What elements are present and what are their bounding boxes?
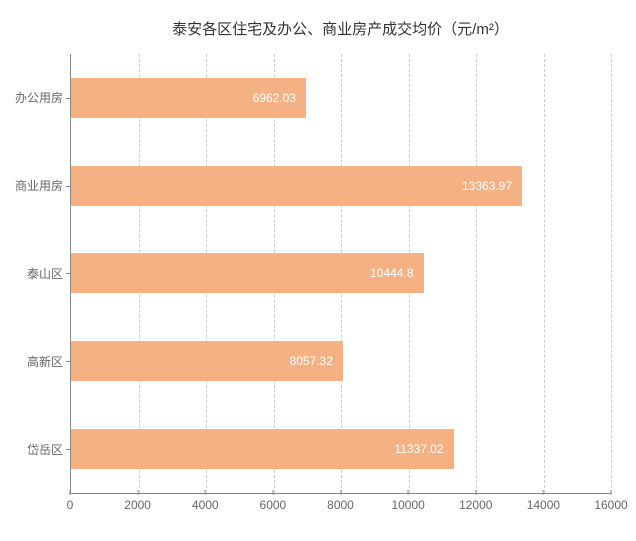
bar-row: 办公用房6962.03 — [71, 54, 611, 142]
bar: 13363.97 — [71, 166, 522, 206]
y-axis-label: 高新区 — [1, 353, 63, 370]
x-axis-label: 14000 — [527, 498, 560, 512]
bar-value-label: 8057.32 — [290, 354, 343, 368]
x-tick-mark — [611, 490, 612, 495]
bar-value-label: 10444.8 — [370, 266, 423, 280]
x-axis-label: 4000 — [192, 498, 219, 512]
x-axis-label: 10000 — [391, 498, 424, 512]
y-axis-label: 泰山区 — [1, 265, 63, 282]
y-axis-label: 办公用房 — [1, 89, 63, 106]
bar-value-label: 6962.03 — [253, 91, 306, 105]
bar-value-label: 11337.02 — [394, 442, 453, 456]
bar: 11337.02 — [71, 429, 454, 469]
x-axis-label: 12000 — [459, 498, 492, 512]
x-axis-label: 2000 — [124, 498, 151, 512]
y-axis-label: 岱岳区 — [1, 441, 63, 458]
chart-title: 泰安各区住宅及办公、商业房产成交均价（元/m²） — [70, 10, 611, 54]
x-axis-label: 8000 — [327, 498, 354, 512]
gridline — [611, 54, 612, 493]
x-tick-mark — [137, 490, 138, 495]
bar-row: 高新区8057.32 — [71, 317, 611, 405]
bar-row: 商业用房13363.97 — [71, 142, 611, 230]
plot-area: 办公用房6962.03商业用房13363.97泰山区10444.8高新区8057… — [70, 54, 611, 494]
chart-container: 泰安各区住宅及办公、商业房产成交均价（元/m²） 办公用房6962.03商业用房… — [0, 0, 636, 541]
y-axis-label: 商业用房 — [1, 177, 63, 194]
bar-row: 泰山区10444.8 — [71, 230, 611, 318]
x-axis-label: 16000 — [594, 498, 627, 512]
x-tick-mark — [340, 490, 341, 495]
bar-value-label: 13363.97 — [462, 179, 522, 193]
bar: 8057.32 — [71, 341, 343, 381]
x-tick-mark — [70, 490, 71, 495]
x-tick-mark — [272, 490, 273, 495]
bar: 6962.03 — [71, 78, 306, 118]
x-tick-mark — [475, 490, 476, 495]
x-axis-label: 0 — [67, 498, 74, 512]
bar: 10444.8 — [71, 253, 424, 293]
x-axis-label: 6000 — [260, 498, 287, 512]
x-tick-mark — [408, 490, 409, 495]
x-tick-mark — [205, 490, 206, 495]
bar-row: 岱岳区11337.02 — [71, 405, 611, 493]
x-axis: 0200040006000800010000120001400016000 — [70, 490, 611, 520]
x-tick-mark — [543, 490, 544, 495]
